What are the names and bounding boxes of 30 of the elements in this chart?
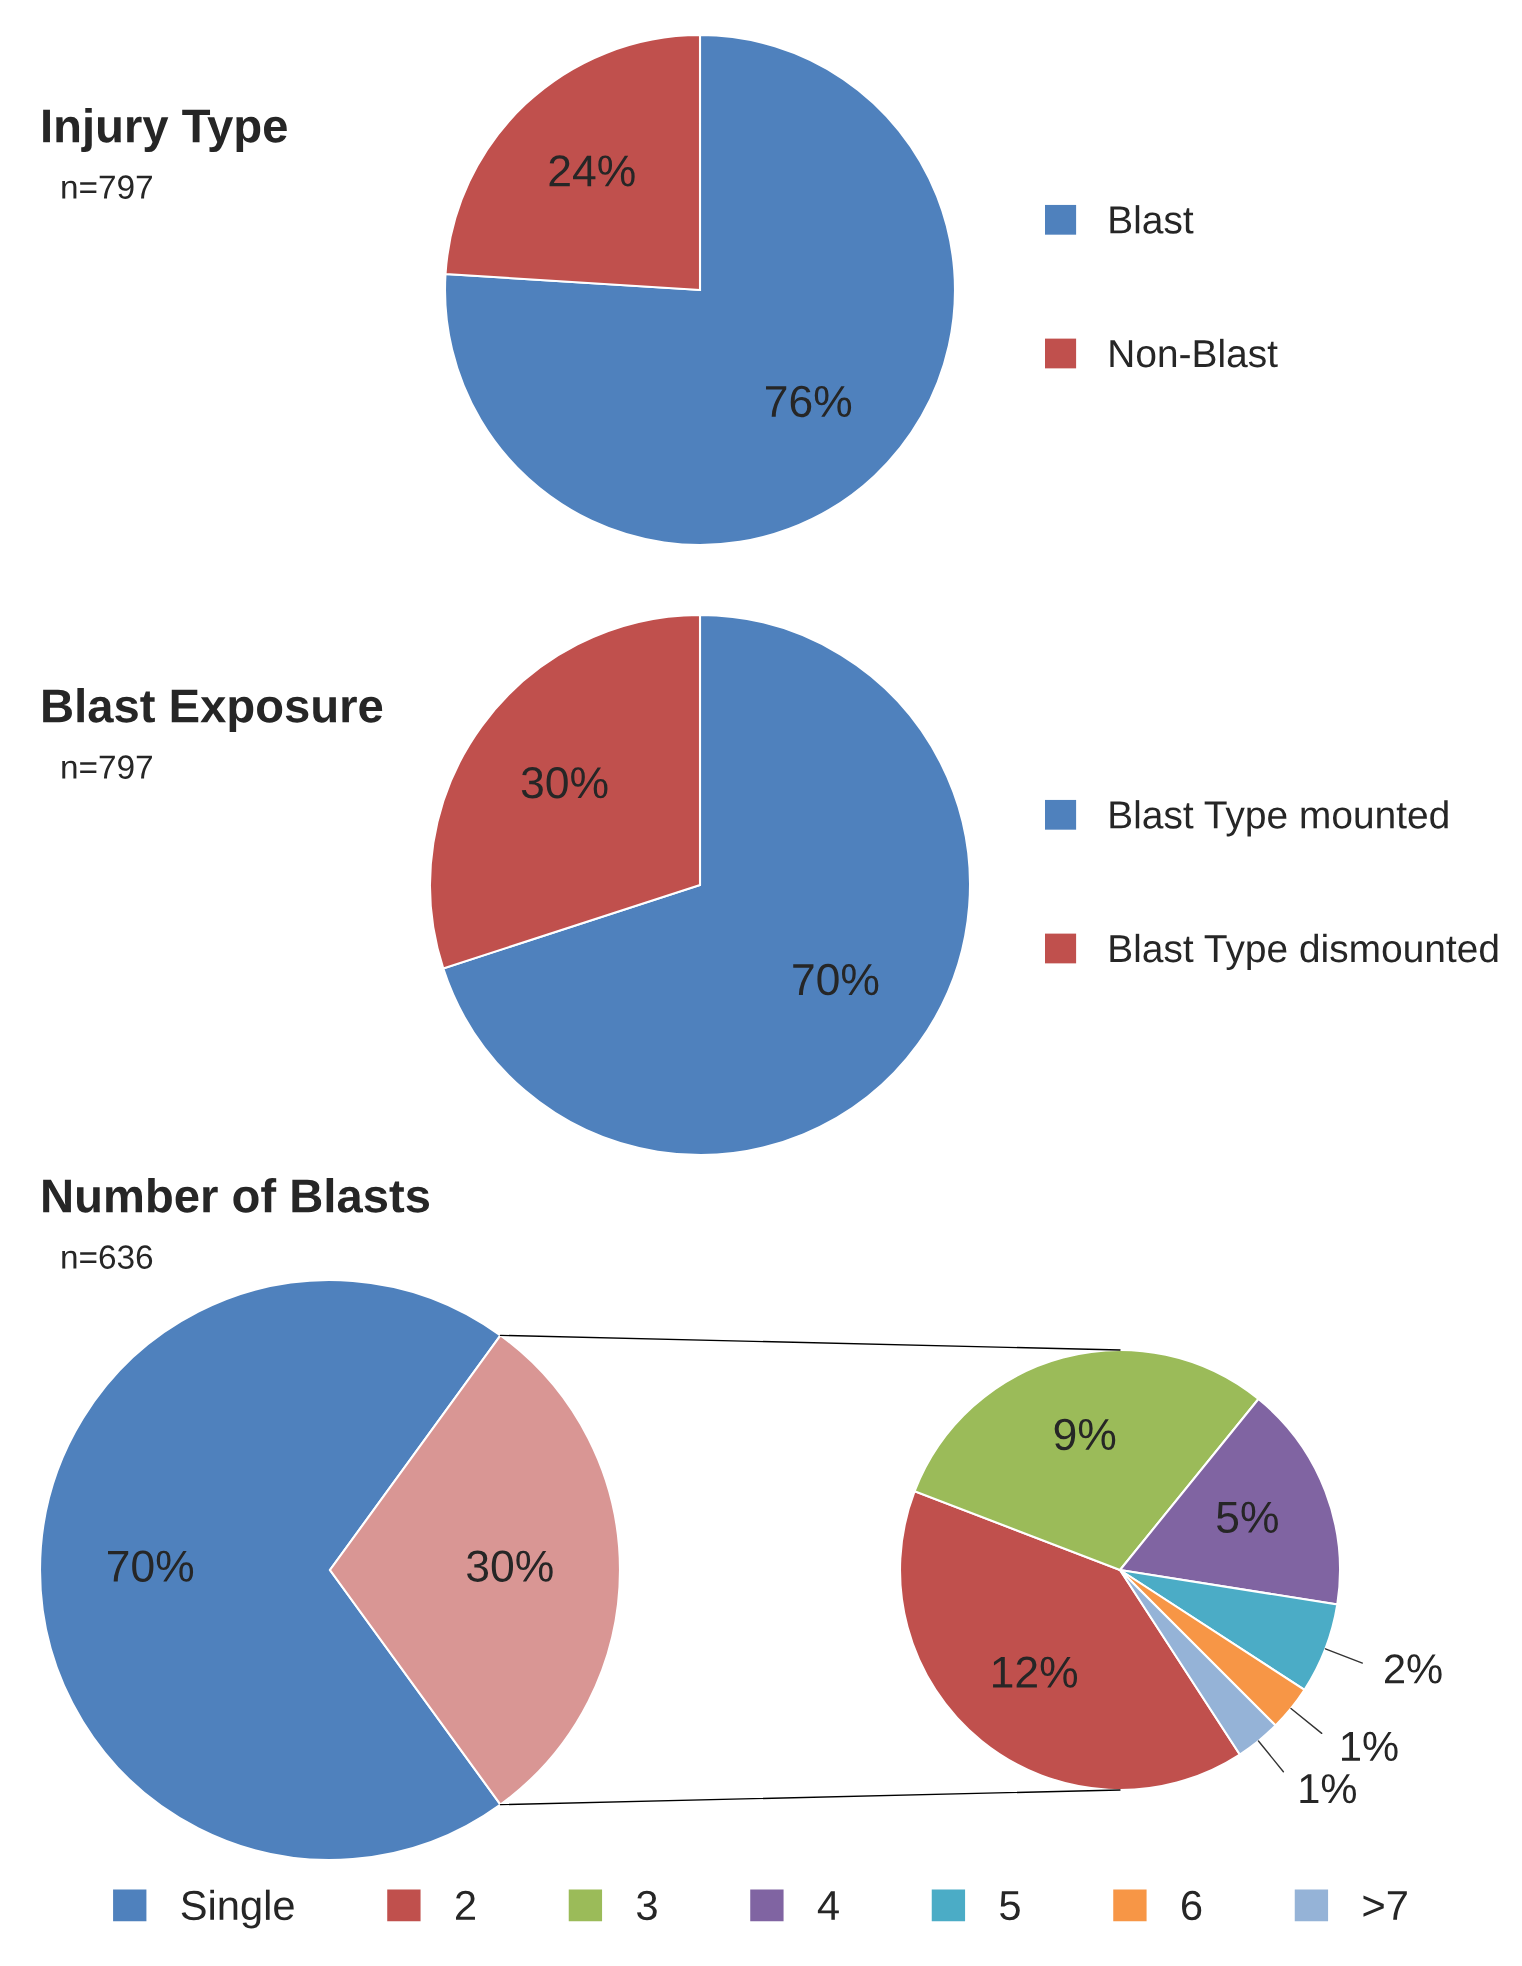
chart-title: Number of Blasts [43,1177,430,1213]
data-label: 12% [993,1656,1078,1688]
data-label: 24% [549,155,635,187]
legend-label: Blast Type dismounted [1110,933,1498,971]
data-label: 30% [467,1550,553,1582]
data-label: 1% [1300,1774,1356,1804]
data-label: 1% [1342,1731,1398,1762]
legend-label: 6 [1182,1890,1202,1921]
legend-label: Blast Type mounted [1110,800,1448,837]
text: n=797 [62,175,152,199]
data-label: 9% [1054,1418,1116,1451]
data-label: 2% [1384,1654,1442,1684]
legend-label: 2 [455,1890,475,1920]
data-label: 70% [793,963,879,996]
text: Injury Type [43,107,287,153]
data-label: 76% [766,385,852,418]
legend-label: >7 [1363,1891,1407,1920]
data-label: 30% [521,767,608,799]
legend-label: 3 [636,1890,657,1921]
data-label: 70% [108,1550,194,1582]
chart-subtitle: n=636 [62,1245,153,1269]
legend-label: 5 [1000,1891,1020,1921]
legend-label: 4 [817,1891,839,1920]
pie-slice [443,33,957,547]
legend-label: Non-Blast [1110,338,1278,368]
data-label: 5% [1217,1501,1278,1534]
text: Blast Exposure [43,687,383,733]
legend-label: Blast [1110,205,1194,234]
text: n=797 [62,755,152,779]
legend-label: Single [181,1889,294,1929]
